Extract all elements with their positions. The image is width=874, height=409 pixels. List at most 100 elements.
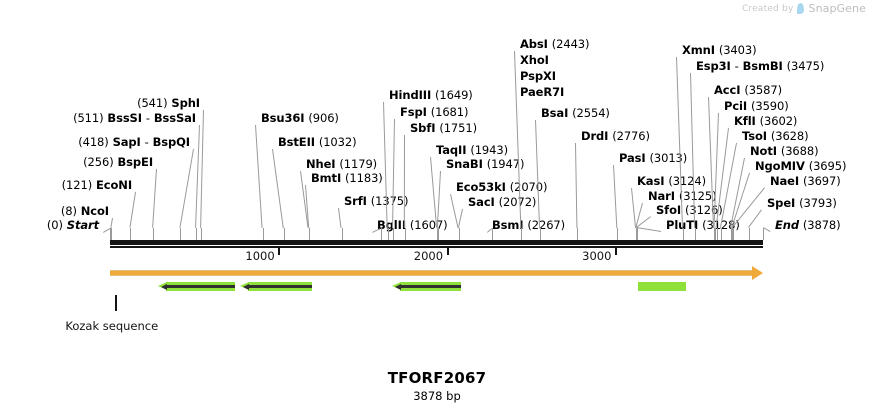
- enzyme-label-acci[interactable]: AccI (3587): [714, 84, 782, 96]
- enzyme-label-sapi[interactable]: (418) SapI - BspQI: [78, 136, 190, 148]
- enzyme-cut-tick[interactable]: [540, 228, 542, 240]
- ruler-tick: [446, 248, 449, 255]
- primer-arrow-left[interactable]: [240, 282, 313, 291]
- enzyme-label-naei[interactable]: NaeI (3697): [770, 175, 841, 187]
- enzyme-cut-tick[interactable]: [714, 228, 716, 240]
- enzyme-cut-tick[interactable]: [393, 228, 395, 240]
- enzyme-separator: -: [145, 111, 150, 125]
- orf-bar[interactable]: [110, 270, 753, 276]
- enzyme-label-noti[interactable]: NotI (3688): [750, 145, 819, 157]
- enzyme-name: KflI: [734, 114, 756, 128]
- enzyme-label-paer7i[interactable]: PaeR7I: [520, 86, 564, 98]
- enzyme-label-nhei[interactable]: NheI (1179): [306, 158, 377, 170]
- enzyme-cut-tick[interactable]: [713, 228, 715, 240]
- enzyme-cut-tick[interactable]: [201, 228, 203, 240]
- enzyme-position: (3125): [678, 189, 717, 203]
- enzyme-label-tsoi[interactable]: TsoI (3628): [742, 130, 809, 142]
- enzyme-cut-tick[interactable]: [577, 228, 579, 240]
- enzyme-label-sphi[interactable]: (541) SphI: [137, 97, 200, 109]
- enzyme-label-snabi[interactable]: SnaBI (1947): [446, 158, 524, 170]
- enzyme-label-esp3i[interactable]: Esp3I - BsmBI (3475): [696, 60, 824, 72]
- enzyme-cut-tick[interactable]: [617, 228, 619, 240]
- enzyme-cut-tick[interactable]: [731, 228, 732, 240]
- enzyme-label-bsu36i[interactable]: Bsu36I (906): [261, 112, 339, 124]
- enzyme-name: BssSaI: [153, 111, 196, 125]
- enzyme-label-bspei[interactable]: (256) BspEI: [83, 156, 153, 168]
- enzyme-label-xhoi[interactable]: XhoI: [520, 54, 549, 66]
- enzyme-cut-tick[interactable]: [341, 228, 343, 240]
- enzyme-cut-tick[interactable]: [437, 228, 439, 240]
- enzyme-cut-tick[interactable]: [748, 228, 750, 240]
- enzyme-label-bsai[interactable]: BsaI (2554): [541, 107, 610, 119]
- enzyme-label-fspi[interactable]: FspI (1681): [400, 106, 468, 118]
- enzyme-position: (121): [61, 178, 93, 192]
- enzyme-label-eco53ki[interactable]: Eco53kI (2070): [456, 181, 547, 193]
- enzyme-name: EcoNI: [96, 178, 132, 192]
- enzyme-label-pspxi[interactable]: PspXI: [520, 70, 556, 82]
- enzyme-label-pasi[interactable]: PasI (3013): [619, 152, 687, 164]
- enzyme-label-spei[interactable]: SpeI (3793): [767, 197, 837, 209]
- enzyme-name: BspEI: [117, 155, 154, 169]
- enzyme-label-start[interactable]: (0) Start: [47, 219, 99, 231]
- enzyme-label-drdi[interactable]: DrdI (2776): [581, 130, 650, 142]
- sequence-backbone[interactable]: [110, 240, 763, 245]
- enzyme-label-sbfi[interactable]: SbfI (1751): [410, 122, 477, 134]
- enzyme-label-pluti[interactable]: PluTI (3128): [666, 219, 740, 231]
- enzyme-cut-tick[interactable]: [458, 228, 460, 240]
- enzyme-cut-tick[interactable]: [196, 228, 198, 240]
- enzyme-name: BstEII: [278, 135, 315, 149]
- enzyme-label-saci[interactable]: SacI (2072): [468, 196, 536, 208]
- enzyme-cut-tick[interactable]: [180, 228, 182, 240]
- primer-arrow-left[interactable]: [157, 282, 235, 291]
- primer-feature-flat[interactable]: [637, 282, 686, 291]
- enzyme-leader-line: [631, 188, 637, 229]
- enzyme-cut-tick[interactable]: [380, 228, 382, 240]
- enzyme-cut-tick[interactable]: [716, 228, 718, 240]
- enzyme-label-bmti[interactable]: BmtI (1183): [311, 172, 383, 184]
- enzyme-label-pcii[interactable]: PciI (3590): [724, 100, 789, 112]
- enzyme-cut-tick[interactable]: [153, 228, 155, 240]
- enzyme-label-kfli[interactable]: KflI (3602): [734, 115, 797, 127]
- enzyme-cut-tick[interactable]: [110, 228, 111, 240]
- enzyme-cut-tick[interactable]: [521, 228, 523, 240]
- enzyme-cut-tick[interactable]: [720, 228, 722, 240]
- enzyme-label-srfi[interactable]: SrfI (1375): [344, 195, 408, 207]
- enzyme-label-bsssi[interactable]: (511) BssSI - BssSaI: [73, 112, 196, 124]
- enzyme-label-bsteii[interactable]: BstEII (1032): [278, 135, 357, 149]
- enzyme-name: AccI: [714, 83, 741, 97]
- enzyme-label-hindiii[interactable]: HindIII (1649): [389, 89, 473, 101]
- orf-arrowhead-icon: [752, 266, 763, 280]
- enzyme-label-absi[interactable]: AbsI (2443): [520, 38, 590, 50]
- enzyme-label-ngomiv[interactable]: NgoMIV (3695): [755, 160, 846, 172]
- enzyme-label-end[interactable]: End (3878): [775, 219, 841, 231]
- enzyme-leader-line: [195, 124, 200, 228]
- enzyme-label-taqii[interactable]: TaqII (1943): [436, 144, 508, 156]
- enzyme-label-econi[interactable]: (121) EcoNI: [62, 179, 132, 191]
- enzyme-cut-tick[interactable]: [763, 228, 764, 240]
- primer-arrow-left[interactable]: [392, 282, 462, 291]
- enzyme-label-nari[interactable]: NarI (3125): [648, 189, 717, 203]
- enzyme-cut-tick[interactable]: [695, 228, 697, 240]
- enzyme-cut-tick[interactable]: [283, 228, 285, 240]
- enzyme-cut-tick[interactable]: [491, 228, 493, 240]
- enzyme-cut-tick[interactable]: [309, 228, 311, 240]
- enzyme-label-xmni[interactable]: XmnI (3403): [682, 44, 757, 56]
- enzyme-label-kasi[interactable]: KasI (3124): [637, 175, 706, 187]
- enzyme-label-ncoi[interactable]: (8) NcoI: [61, 205, 109, 217]
- enzyme-cut-tick[interactable]: [437, 228, 439, 240]
- enzyme-cut-tick[interactable]: [262, 228, 264, 240]
- enzyme-cut-tick[interactable]: [308, 228, 310, 240]
- enzyme-name: NaeI: [770, 174, 800, 188]
- ruler-line: [110, 246, 763, 248]
- enzyme-leader-line: [731, 172, 750, 228]
- enzyme-cut-tick[interactable]: [387, 228, 389, 240]
- kozak-sequence-marker[interactable]: [115, 295, 118, 311]
- enzyme-cut-tick[interactable]: [732, 228, 734, 240]
- enzyme-name: SpeI: [767, 196, 796, 210]
- enzyme-label-bsmi[interactable]: BsmI (2267): [492, 219, 565, 231]
- enzyme-cut-tick[interactable]: [111, 228, 113, 240]
- enzyme-cut-tick[interactable]: [636, 228, 638, 240]
- enzyme-cut-tick[interactable]: [130, 228, 132, 240]
- enzyme-cut-tick[interactable]: [683, 228, 685, 240]
- enzyme-cut-tick[interactable]: [404, 228, 406, 240]
